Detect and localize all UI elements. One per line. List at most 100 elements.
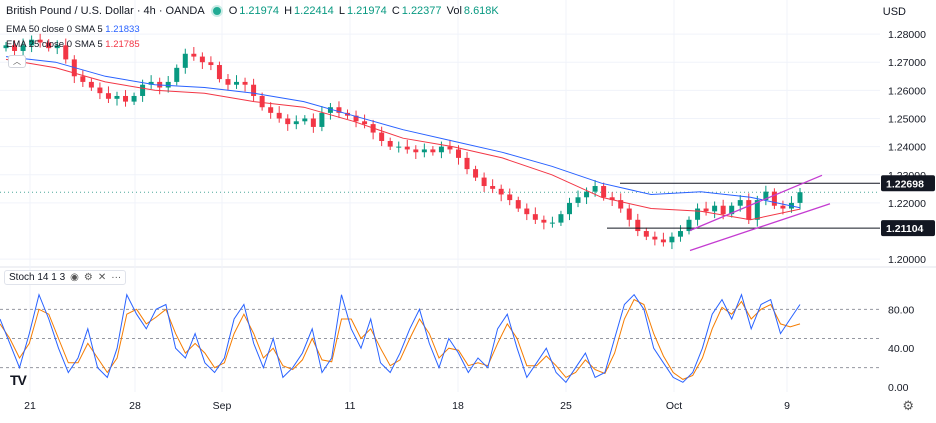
high-label: H	[284, 5, 293, 17]
candle-body	[737, 200, 743, 206]
candle-body	[362, 121, 368, 125]
candle-body	[12, 45, 18, 51]
candle-body	[635, 219, 641, 232]
candle-body	[54, 45, 60, 49]
candle-body	[541, 219, 547, 223]
candle-body	[293, 121, 299, 125]
candle-body	[319, 112, 325, 127]
candle-body	[37, 39, 43, 43]
candle-body	[507, 194, 513, 201]
channel-lower-line	[689, 203, 831, 252]
candle-body	[46, 42, 52, 49]
ema50-line	[5, 56, 801, 209]
grid	[0, 0, 936, 392]
y-tick-label: 1.26000	[888, 85, 926, 97]
open-value: 1.21974	[239, 5, 280, 17]
low-label: L	[338, 5, 345, 17]
candle-body	[558, 214, 564, 223]
ema50-legend[interactable]: EMA 50 close 0 SMA 5 1.21833	[6, 24, 140, 35]
candle-body	[712, 205, 718, 212]
ema25-line	[5, 58, 801, 221]
axes: 21 28 Sep 11 18 25 Oct 9 1.28000 1.27000 1.26000 1.…	[24, 29, 935, 412]
candle-body	[199, 56, 205, 63]
candle-body	[327, 107, 333, 113]
stoch-tick-label: 0.00	[888, 382, 909, 394]
candle-body	[763, 191, 769, 201]
candle-body	[455, 149, 461, 158]
candle-body	[251, 84, 257, 96]
candle-body	[404, 146, 410, 150]
y-tick-label: 1.24000	[888, 142, 926, 154]
stoch-title: Stoch 14 1 3	[9, 272, 66, 283]
candle-body	[584, 191, 590, 198]
eye-icon[interactable]: ◉	[70, 272, 79, 283]
candle-body	[336, 107, 342, 113]
candle-body	[695, 208, 701, 220]
candle-body	[29, 39, 35, 46]
currency-selector[interactable]: USD	[882, 6, 906, 18]
candle-body	[669, 236, 675, 243]
candle-body	[626, 208, 632, 220]
channel-upper-line	[689, 174, 823, 232]
candle-body	[703, 208, 709, 212]
ema50-value: 1.21833	[105, 24, 140, 35]
candle-body	[285, 118, 291, 125]
candle-body	[592, 186, 598, 192]
candle-body	[618, 200, 624, 209]
ohlc-values: O 1.21974 H 1.22414 L 1.21974 C 1.22377 Vol 8…	[229, 5, 501, 17]
candle-body	[63, 45, 69, 60]
x-tick-label: 21	[24, 400, 36, 412]
candle-body	[276, 112, 282, 119]
price-pane[interactable]	[0, 33, 880, 252]
candle-body	[208, 62, 214, 66]
candle-body	[174, 67, 180, 82]
candle-body	[20, 45, 26, 51]
candle-body	[97, 87, 103, 94]
candle-body	[515, 200, 521, 209]
ema25-legend[interactable]: EMA 25 close 0 SMA 5 1.21785	[6, 39, 140, 50]
collapse-legend-button[interactable]: ︿	[8, 55, 26, 68]
candle-body	[216, 65, 222, 80]
candle-body	[660, 239, 666, 243]
close-icon[interactable]: ✕	[97, 272, 107, 283]
candle-body	[746, 200, 752, 220]
tradingview-logo-icon[interactable]: TV	[10, 372, 27, 388]
candle-body	[566, 202, 572, 215]
open-label: O	[228, 5, 238, 17]
candle-body	[797, 192, 803, 203]
stoch-k-line	[0, 293, 801, 384]
candle-body	[498, 188, 504, 195]
ema25-name: EMA 25 close 0 SMA 5	[6, 39, 103, 50]
x-tick-label: 25	[560, 400, 572, 412]
stoch-legend[interactable]: Stoch 14 1 3 ◉ ⚙ ✕ ···	[4, 270, 127, 285]
x-tick-label: 28	[129, 400, 141, 412]
stoch-pane[interactable]	[0, 293, 880, 384]
candle-body	[549, 222, 555, 224]
settings-gear-icon[interactable]: ⚙	[902, 398, 914, 413]
symbol-title[interactable]: British Pound / U.S. Dollar · 4h · OANDA	[6, 5, 205, 17]
vol-value: 8.618K	[463, 5, 499, 17]
price-tag	[881, 175, 935, 192]
more-icon[interactable]: ···	[111, 272, 122, 283]
candle-body	[729, 205, 735, 215]
y-tick-label: 1.20000	[888, 254, 926, 266]
candle-body	[754, 200, 760, 220]
candle-body	[438, 146, 444, 153]
gear-icon[interactable]: ⚙	[83, 272, 93, 283]
stoch-tick-label: 40.00	[888, 343, 914, 355]
candle-body	[80, 76, 86, 82]
candle-body	[447, 146, 453, 150]
candle-body	[165, 81, 171, 88]
candle-body	[140, 84, 146, 96]
candle-body	[473, 169, 479, 178]
close-value: 1.22377	[401, 5, 442, 17]
candle-body	[148, 81, 154, 85]
candle-body	[601, 186, 607, 198]
candle-body	[379, 132, 385, 141]
stoch-d-line	[0, 298, 801, 380]
price-tag-label: 1.21104	[886, 223, 924, 235]
price-tag	[881, 220, 935, 237]
high-value: 1.22414	[294, 5, 334, 17]
